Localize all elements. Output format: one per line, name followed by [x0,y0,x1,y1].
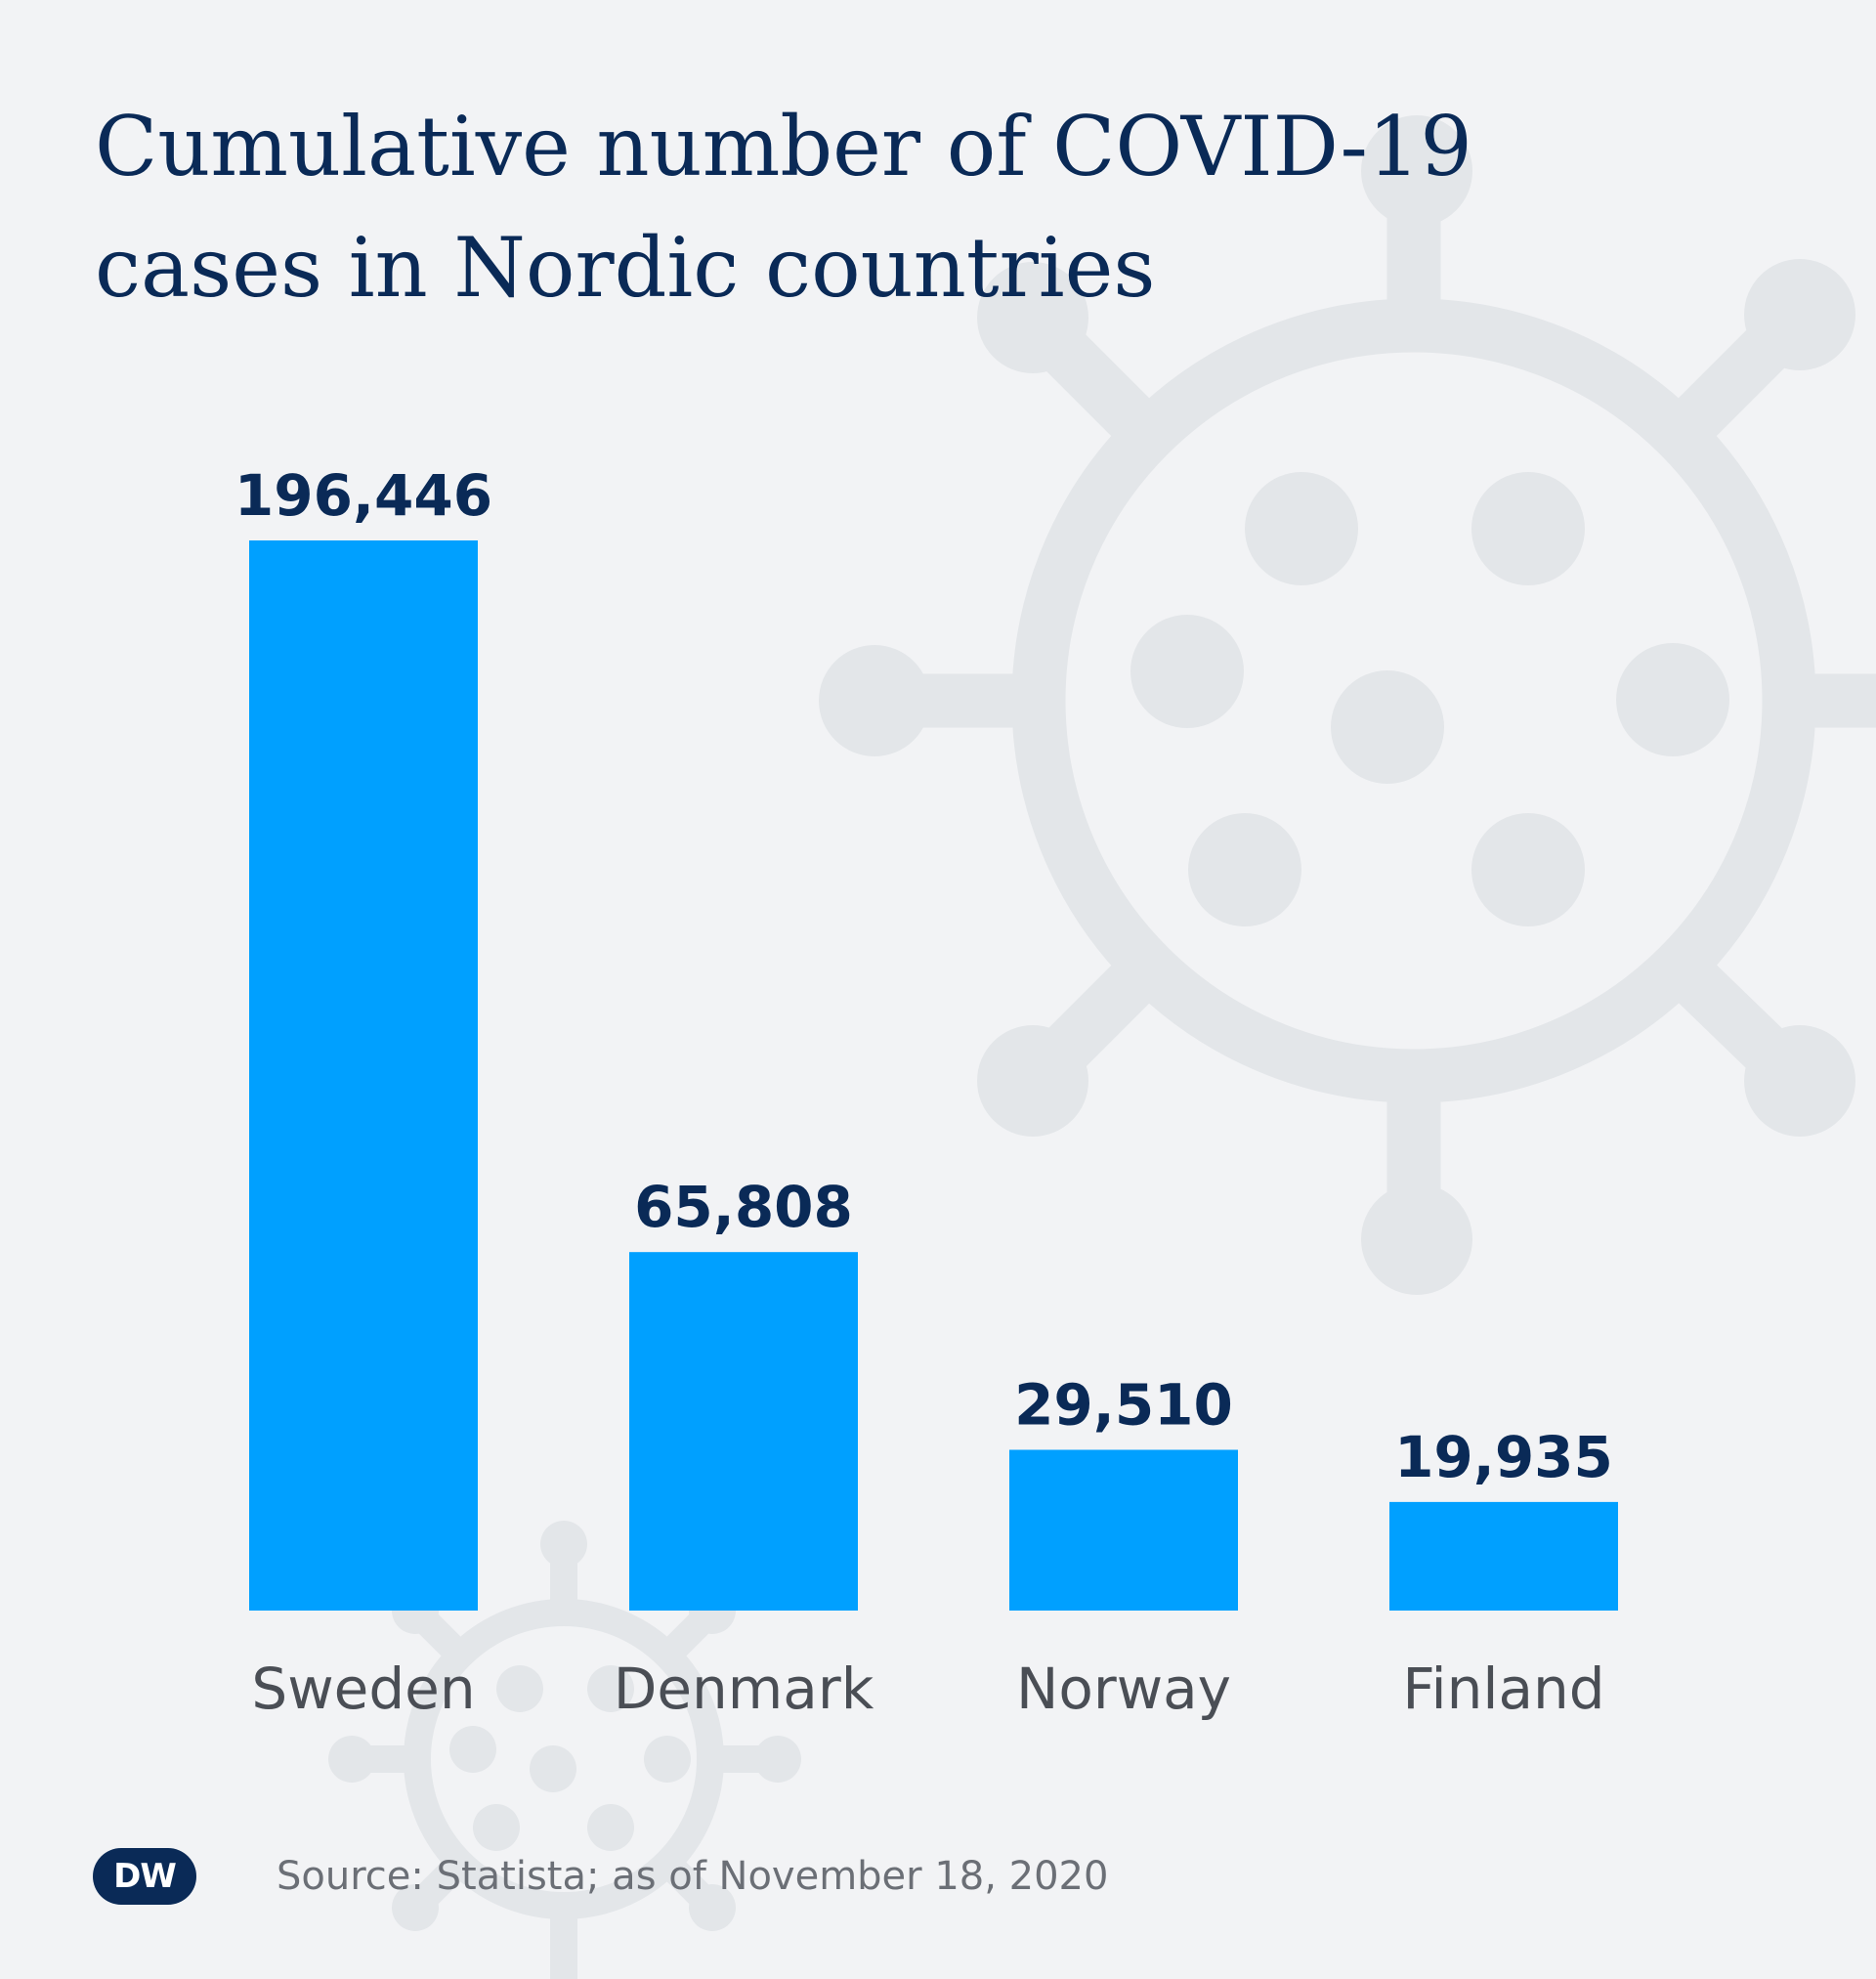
source-note: Source: Statista; as of November 18, 202… [277,1854,1109,1899]
bar-finland [1389,1501,1618,1611]
value-label-norway: 29,510 [1014,1372,1233,1439]
value-label-denmark: 65,808 [634,1174,853,1240]
bar-denmark [629,1252,858,1611]
value-label-finland: 19,935 [1394,1424,1613,1490]
category-label-norway: Norway [1016,1656,1231,1722]
chart-title: Cumulative number of COVID-19 cases in N… [95,99,1472,316]
small-virus-icon [328,1521,801,1979]
dw-logo: DW [93,1848,196,1905]
category-label-sweden: Sweden [251,1656,475,1722]
footer: DW Source: Statista; as of November 18, … [93,1842,1108,1911]
value-label-sweden: 196,446 [234,462,492,529]
large-virus-icon [819,115,1876,1295]
category-label-finland: Finland [1402,1656,1604,1722]
bar-norway [1009,1449,1238,1611]
category-label-denmark: Denmark [614,1656,874,1722]
bar-sweden [249,540,478,1611]
